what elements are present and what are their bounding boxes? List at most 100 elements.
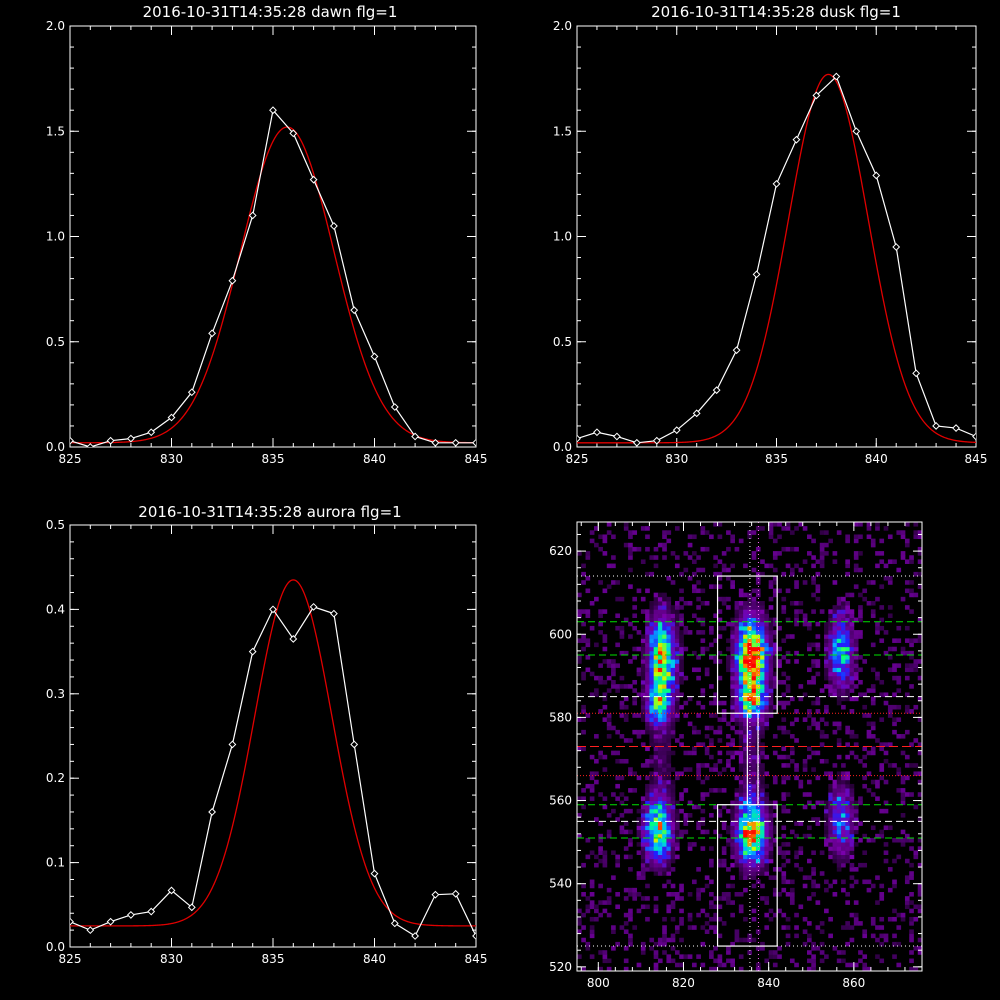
heatmap-pixel [598, 609, 603, 614]
heatmap-pixel [917, 634, 923, 639]
heatmap-pixel [824, 650, 829, 656]
heatmap-pixel [841, 796, 846, 801]
heatmap-pixel [824, 659, 829, 664]
heatmap-pixel [619, 700, 625, 706]
heatmap-pixel [670, 825, 676, 831]
heatmap-pixel [679, 962, 684, 968]
heatmap-pixel [853, 522, 859, 527]
heatmap-pixel [794, 600, 799, 606]
dusk-data-point [972, 432, 976, 441]
heatmap-pixel [849, 788, 855, 793]
heatmap-pixel [764, 896, 770, 901]
heatmap-pixel [674, 563, 680, 569]
heatmap-pixel [875, 796, 880, 801]
heatmap-pixel [828, 775, 833, 781]
heatmap-pixel [585, 713, 591, 718]
heatmap-pixel [845, 563, 850, 569]
heatmap-pixel [751, 663, 757, 668]
dawn-data [70, 106, 476, 447]
heatmap-pixel [683, 551, 689, 556]
heatmap-pixel [649, 792, 655, 797]
heatmap-pixel [802, 692, 808, 698]
heatmap-pixel [764, 817, 770, 822]
aurora-data-point [390, 919, 399, 928]
heatmap-pixel [670, 788, 676, 793]
heatmap-pixel [917, 675, 923, 681]
heatmap-pixel [747, 617, 753, 623]
heatmap-pixel [772, 950, 778, 955]
heatmap-pixel [768, 950, 774, 955]
heatmap-pixel [836, 692, 842, 698]
heatmap-pixel [726, 946, 731, 951]
heatmap-pixel [751, 617, 757, 623]
heatmap-pixel [760, 609, 765, 614]
heatmap-pixel [747, 530, 753, 535]
heatmap-pixel [589, 692, 595, 698]
heatmap-pixel [666, 892, 672, 897]
heatmap-pixel [730, 800, 735, 806]
heatmap-pixel [904, 542, 910, 548]
heatmap-pixel [717, 862, 723, 868]
heatmap-pixel [730, 829, 735, 835]
heatmap-pixel [845, 571, 850, 577]
heatmap-pixel [674, 700, 680, 706]
heatmap-pixel [836, 609, 842, 614]
heatmap-pixel [751, 692, 757, 698]
heatmap-pixel [845, 667, 850, 673]
heatmap-pixel [815, 750, 821, 756]
heatmap-pixel [870, 734, 876, 739]
heatmap-pixel [768, 663, 774, 668]
heatmap-pixel [653, 792, 659, 797]
heatmap-pixel [768, 526, 774, 531]
heatmap-pixel [615, 904, 620, 910]
heatmap-pixel [811, 767, 816, 772]
heatmap-pixel [628, 908, 633, 914]
heatmap-pixel [913, 592, 919, 598]
heatmap-pixel [841, 617, 846, 623]
heatmap-pixel [845, 846, 850, 851]
heatmap-pixel [794, 584, 799, 589]
heatmap-pixel [772, 642, 778, 648]
heatmap-pixel [747, 738, 753, 743]
heatmap-pixel [794, 767, 799, 772]
heatmap-pixel [734, 800, 740, 806]
heatmap-pixel [730, 650, 735, 656]
heatmap-pixel [824, 667, 829, 673]
dawn-data-point [329, 222, 338, 230]
heatmap-pixel [845, 696, 850, 702]
heatmap-pixel [777, 700, 782, 706]
heatmap-pixel [845, 783, 850, 789]
heatmap-pixel [738, 588, 744, 594]
heatmap-pixel [760, 804, 765, 810]
heatmap-pixel [781, 887, 787, 893]
heatmap-pixel [743, 725, 748, 731]
aurora-data-point [472, 932, 476, 940]
heatmap-pixel [738, 908, 744, 914]
heatmap-pixel [734, 933, 740, 939]
heatmap-pixel [623, 958, 629, 964]
heatmap-pixel [751, 858, 757, 864]
heatmap-pixel [789, 829, 795, 835]
heatmap-pixel [696, 567, 701, 573]
heatmap-pixel [751, 659, 757, 664]
heatmap-pixel [734, 655, 740, 660]
heatmap-pixel [628, 887, 633, 893]
heatmap-pixel [726, 546, 731, 552]
heatmap-pixel [836, 754, 842, 760]
heatmap-pixel [653, 650, 659, 656]
heatmap-pixel [768, 642, 774, 648]
heatmap-pixel [709, 767, 714, 772]
heatmap-pixel [828, 634, 833, 639]
heatmap-pixel [611, 875, 616, 880]
heatmap-pixel [683, 600, 689, 606]
heatmap-pixel [768, 605, 774, 610]
heatmap-pixel [709, 900, 714, 905]
heatmap-pixel [730, 655, 735, 660]
heatmap-pixel [632, 596, 638, 602]
heatmap-pixel [832, 625, 838, 631]
heatmap-pixel [845, 808, 850, 814]
heatmap-pixel [751, 638, 757, 643]
heatmap-pixel [824, 837, 829, 843]
heatmap-pixel [781, 779, 787, 785]
